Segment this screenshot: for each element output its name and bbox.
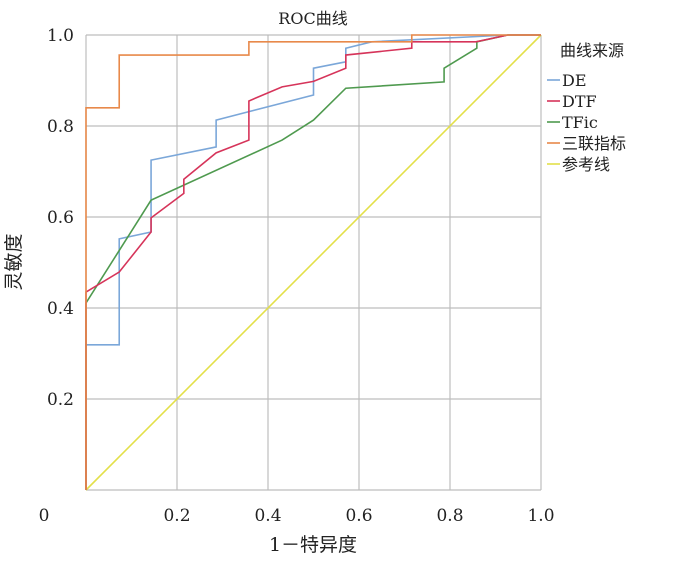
y-tick-label: 0.4 [47,299,74,319]
x-tick-label: 0.8 [436,506,463,526]
x-tick-label: 0.4 [254,506,281,526]
y-tick-label: 0.2 [47,390,74,410]
series-line-3 [85,34,541,490]
legend-item-label: 参考线 [562,155,610,174]
y-tick-label: 1.0 [47,26,74,46]
chart-title: ROC曲线 [278,9,347,28]
x-axis-label: 1－特异度 [269,534,357,556]
x-tick-label: 0.2 [163,506,190,526]
y-tick-label: 0.6 [47,208,74,228]
series-line-4 [85,34,542,491]
series-line-0 [85,34,541,490]
tick-labels: 0 0.2 0.4 0.6 0.8 1.0 0.2 0.4 0.6 0.8 1.0 [39,26,555,526]
legend-item-label: 三联指标 [562,134,626,153]
legend-item-label: TFic [562,113,598,132]
x-tick-label: 1.0 [527,506,554,526]
y-axis-label: 灵敏度 [3,233,25,290]
legend-item-label: DE [562,71,587,90]
y-tick-label: 0.8 [47,117,74,137]
legend-title: 曲线来源 [560,41,624,60]
legend-item-label: DTF [562,92,597,111]
grid [85,34,542,491]
series-lines [85,34,542,491]
x-tick-label: 0 [39,506,50,526]
x-tick-label: 0.6 [345,506,372,526]
